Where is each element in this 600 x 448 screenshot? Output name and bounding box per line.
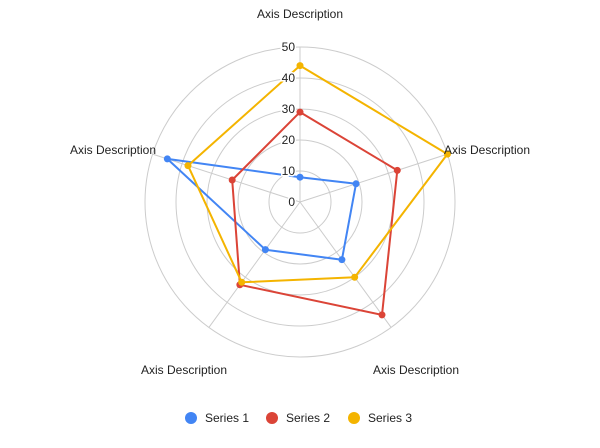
axis-label: Axis Description [444, 143, 530, 157]
data-point[interactable] [352, 180, 360, 188]
data-point[interactable] [184, 162, 192, 170]
legend: Series 1 Series 2 Series 3 [185, 411, 412, 425]
axis-spoke [299, 201, 392, 328]
series-line [187, 64, 449, 284]
series-layer [163, 62, 451, 319]
grid [144, 46, 456, 358]
data-point[interactable] [238, 278, 246, 286]
data-point[interactable] [296, 62, 304, 70]
data-point[interactable] [393, 166, 401, 174]
series-group [184, 62, 451, 286]
axis-label: Axis Description [70, 143, 156, 157]
data-point[interactable] [296, 173, 304, 181]
legend-label: Series 3 [368, 411, 412, 425]
tick-label: 10 [282, 164, 296, 178]
tick-label: 30 [282, 102, 296, 116]
data-point[interactable] [228, 176, 236, 184]
axis-labels: Axis Description Axis Description Axis Des… [70, 7, 530, 377]
tick-label: 50 [282, 40, 296, 54]
axis-spoke [152, 153, 301, 203]
series-line [231, 111, 399, 316]
series-line [166, 157, 357, 261]
tick-label: 20 [282, 133, 296, 147]
series-group [228, 108, 401, 319]
legend-swatch [348, 412, 360, 424]
legend-item[interactable]: Series 1 [185, 411, 249, 425]
data-point[interactable] [351, 273, 359, 281]
legend-label: Series 1 [205, 411, 249, 425]
data-point[interactable] [261, 246, 269, 254]
data-point[interactable] [338, 256, 346, 264]
tick-label: 40 [282, 71, 296, 85]
axis-spoke [299, 153, 448, 203]
legend-swatch [185, 412, 197, 424]
tick-labels: 0 10 20 30 40 50 [280, 39, 297, 211]
axis-spoke [208, 201, 301, 328]
data-point[interactable] [163, 155, 171, 163]
legend-item[interactable]: Series 3 [348, 411, 412, 425]
data-point[interactable] [378, 311, 386, 319]
data-point[interactable] [296, 108, 304, 116]
axis-label: Axis Description [257, 7, 343, 21]
legend-item[interactable]: Series 2 [266, 411, 330, 425]
series-group [163, 155, 360, 264]
axis-label: Axis Description [373, 363, 459, 377]
axis-label: Axis Description [141, 363, 227, 377]
tick-label: 0 [288, 195, 295, 209]
data-point[interactable] [443, 150, 451, 158]
legend-swatch [266, 412, 278, 424]
legend-label: Series 2 [286, 411, 330, 425]
